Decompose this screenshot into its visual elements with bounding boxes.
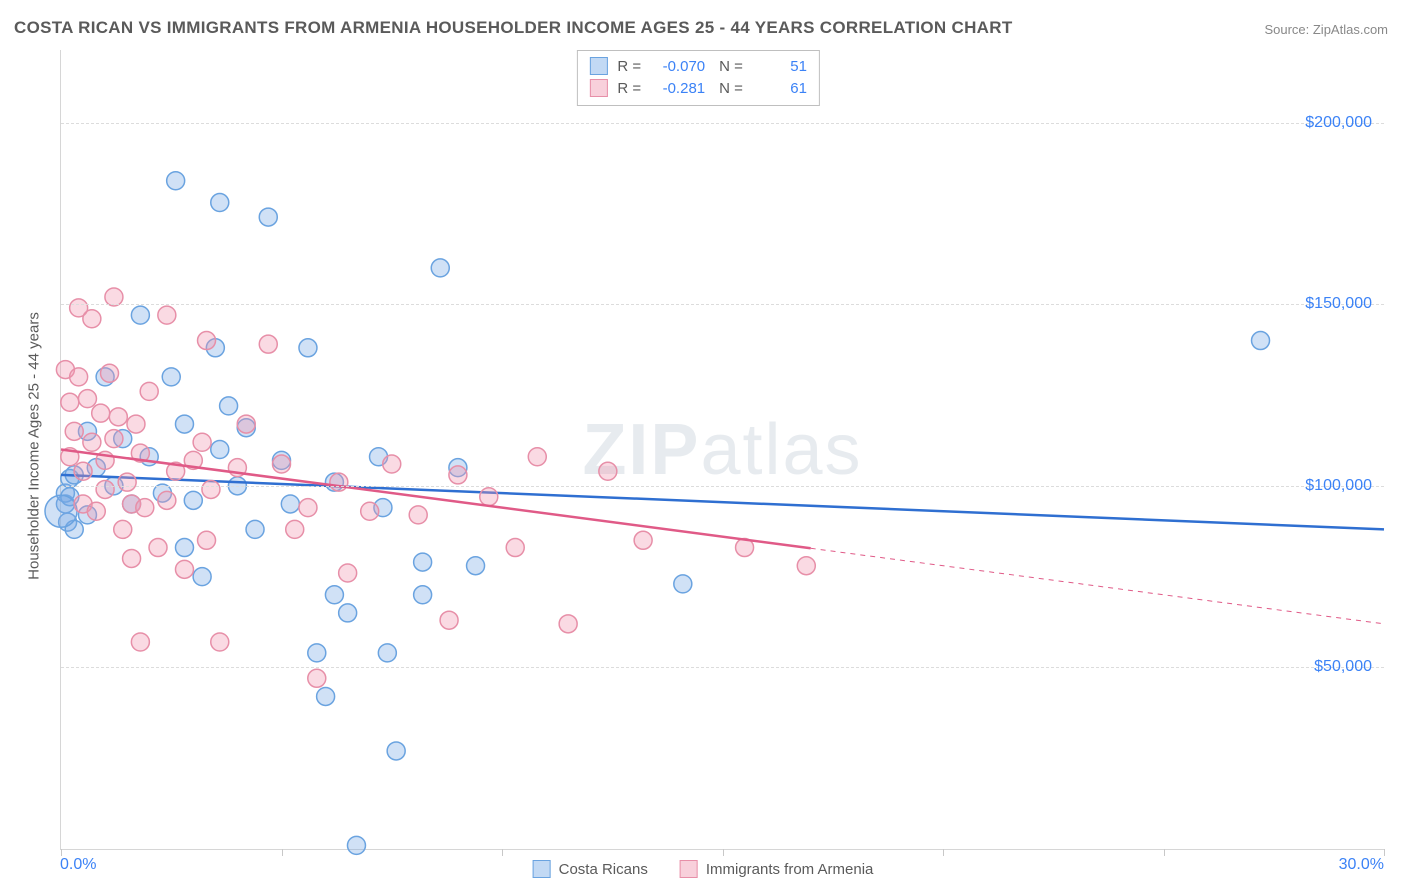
scatter-point [339,604,357,622]
scatter-point [136,499,154,517]
legend-item-b: Immigrants from Armenia [680,860,874,878]
plot-svg [61,50,1384,849]
scatter-point [74,462,92,480]
scatter-point [409,506,427,524]
scatter-point [330,473,348,491]
scatter-point [211,441,229,459]
scatter-point [634,531,652,549]
scatter-point [158,306,176,324]
scatter-point [78,390,96,408]
scatter-point [299,339,317,357]
scatter-point [83,433,101,451]
scatter-point [467,557,485,575]
scatter-point [131,306,149,324]
scatter-point [387,742,405,760]
scatter-point [202,480,220,498]
scatter-point [114,520,132,538]
x-axis-max-label: 30.0% [1339,856,1384,874]
source-label: Source: ZipAtlas.com [1264,22,1388,37]
scatter-point [440,611,458,629]
scatter-point [308,644,326,662]
scatter-point [83,310,101,328]
scatter-point [528,448,546,466]
scatter-point [599,462,617,480]
scatter-point [361,502,379,520]
scatter-point [211,194,229,212]
scatter-point [273,455,291,473]
scatter-point [237,415,255,433]
y-tick-label: $200,000 [1305,114,1372,132]
scatter-point [109,408,127,426]
scatter-point [184,491,202,509]
scatter-point [414,586,432,604]
scatter-point [431,259,449,277]
scatter-point [118,473,136,491]
legend-swatch-a2 [533,860,551,878]
scatter-point [92,404,110,422]
scatter-point [158,491,176,509]
scatter-point [87,502,105,520]
scatter-point [299,499,317,517]
y-tick-label: $100,000 [1305,477,1372,495]
scatter-point [259,335,277,353]
scatter-point [480,488,498,506]
scatter-point [325,586,343,604]
scatter-point [175,415,193,433]
y-tick-label: $50,000 [1314,658,1372,676]
scatter-point [506,539,524,557]
scatter-point [175,539,193,557]
scatter-point [383,455,401,473]
scatter-point [339,564,357,582]
scatter-point [281,495,299,513]
chart-title: COSTA RICAN VS IMMIGRANTS FROM ARMENIA H… [14,18,1013,38]
legend-item-a: Costa Ricans [533,860,648,878]
legend-label-a: Costa Ricans [559,861,648,878]
chart-container: COSTA RICAN VS IMMIGRANTS FROM ARMENIA H… [0,0,1406,892]
scatter-point [149,539,167,557]
scatter-point [198,531,216,549]
scatter-point [317,687,335,705]
legend-swatch-b2 [680,860,698,878]
trendline-extrapolated [811,548,1384,624]
scatter-point [286,520,304,538]
scatter-point [1252,332,1270,350]
scatter-point [193,568,211,586]
scatter-point [96,480,114,498]
scatter-point-large [45,495,77,527]
scatter-point [797,557,815,575]
scatter-point [175,560,193,578]
scatter-point [308,669,326,687]
scatter-point [162,368,180,386]
y-tick-label: $150,000 [1305,295,1372,313]
scatter-point [220,397,238,415]
scatter-point [70,368,88,386]
scatter-point [246,520,264,538]
scatter-point [193,433,211,451]
scatter-point [167,172,185,190]
scatter-point [259,208,277,226]
scatter-point [61,393,79,411]
scatter-point [65,422,83,440]
scatter-point [198,332,216,350]
scatter-point [140,382,158,400]
scatter-point [378,644,396,662]
plot-area: ZIPatlas R = -0.070 N = 51 R = -0.281 N … [60,50,1384,850]
scatter-point [449,466,467,484]
scatter-point [674,575,692,593]
scatter-point [127,415,145,433]
scatter-point [211,633,229,651]
scatter-point [559,615,577,633]
scatter-point [347,836,365,854]
x-axis-min-label: 0.0% [60,856,96,874]
legend-series: Costa Ricans Immigrants from Armenia [533,860,874,878]
scatter-point [123,549,141,567]
scatter-point [105,430,123,448]
scatter-point [131,633,149,651]
scatter-point [414,553,432,571]
scatter-point [101,364,119,382]
legend-label-b: Immigrants from Armenia [706,861,874,878]
y-axis-label: Householder Income Ages 25 - 44 years [26,312,43,580]
